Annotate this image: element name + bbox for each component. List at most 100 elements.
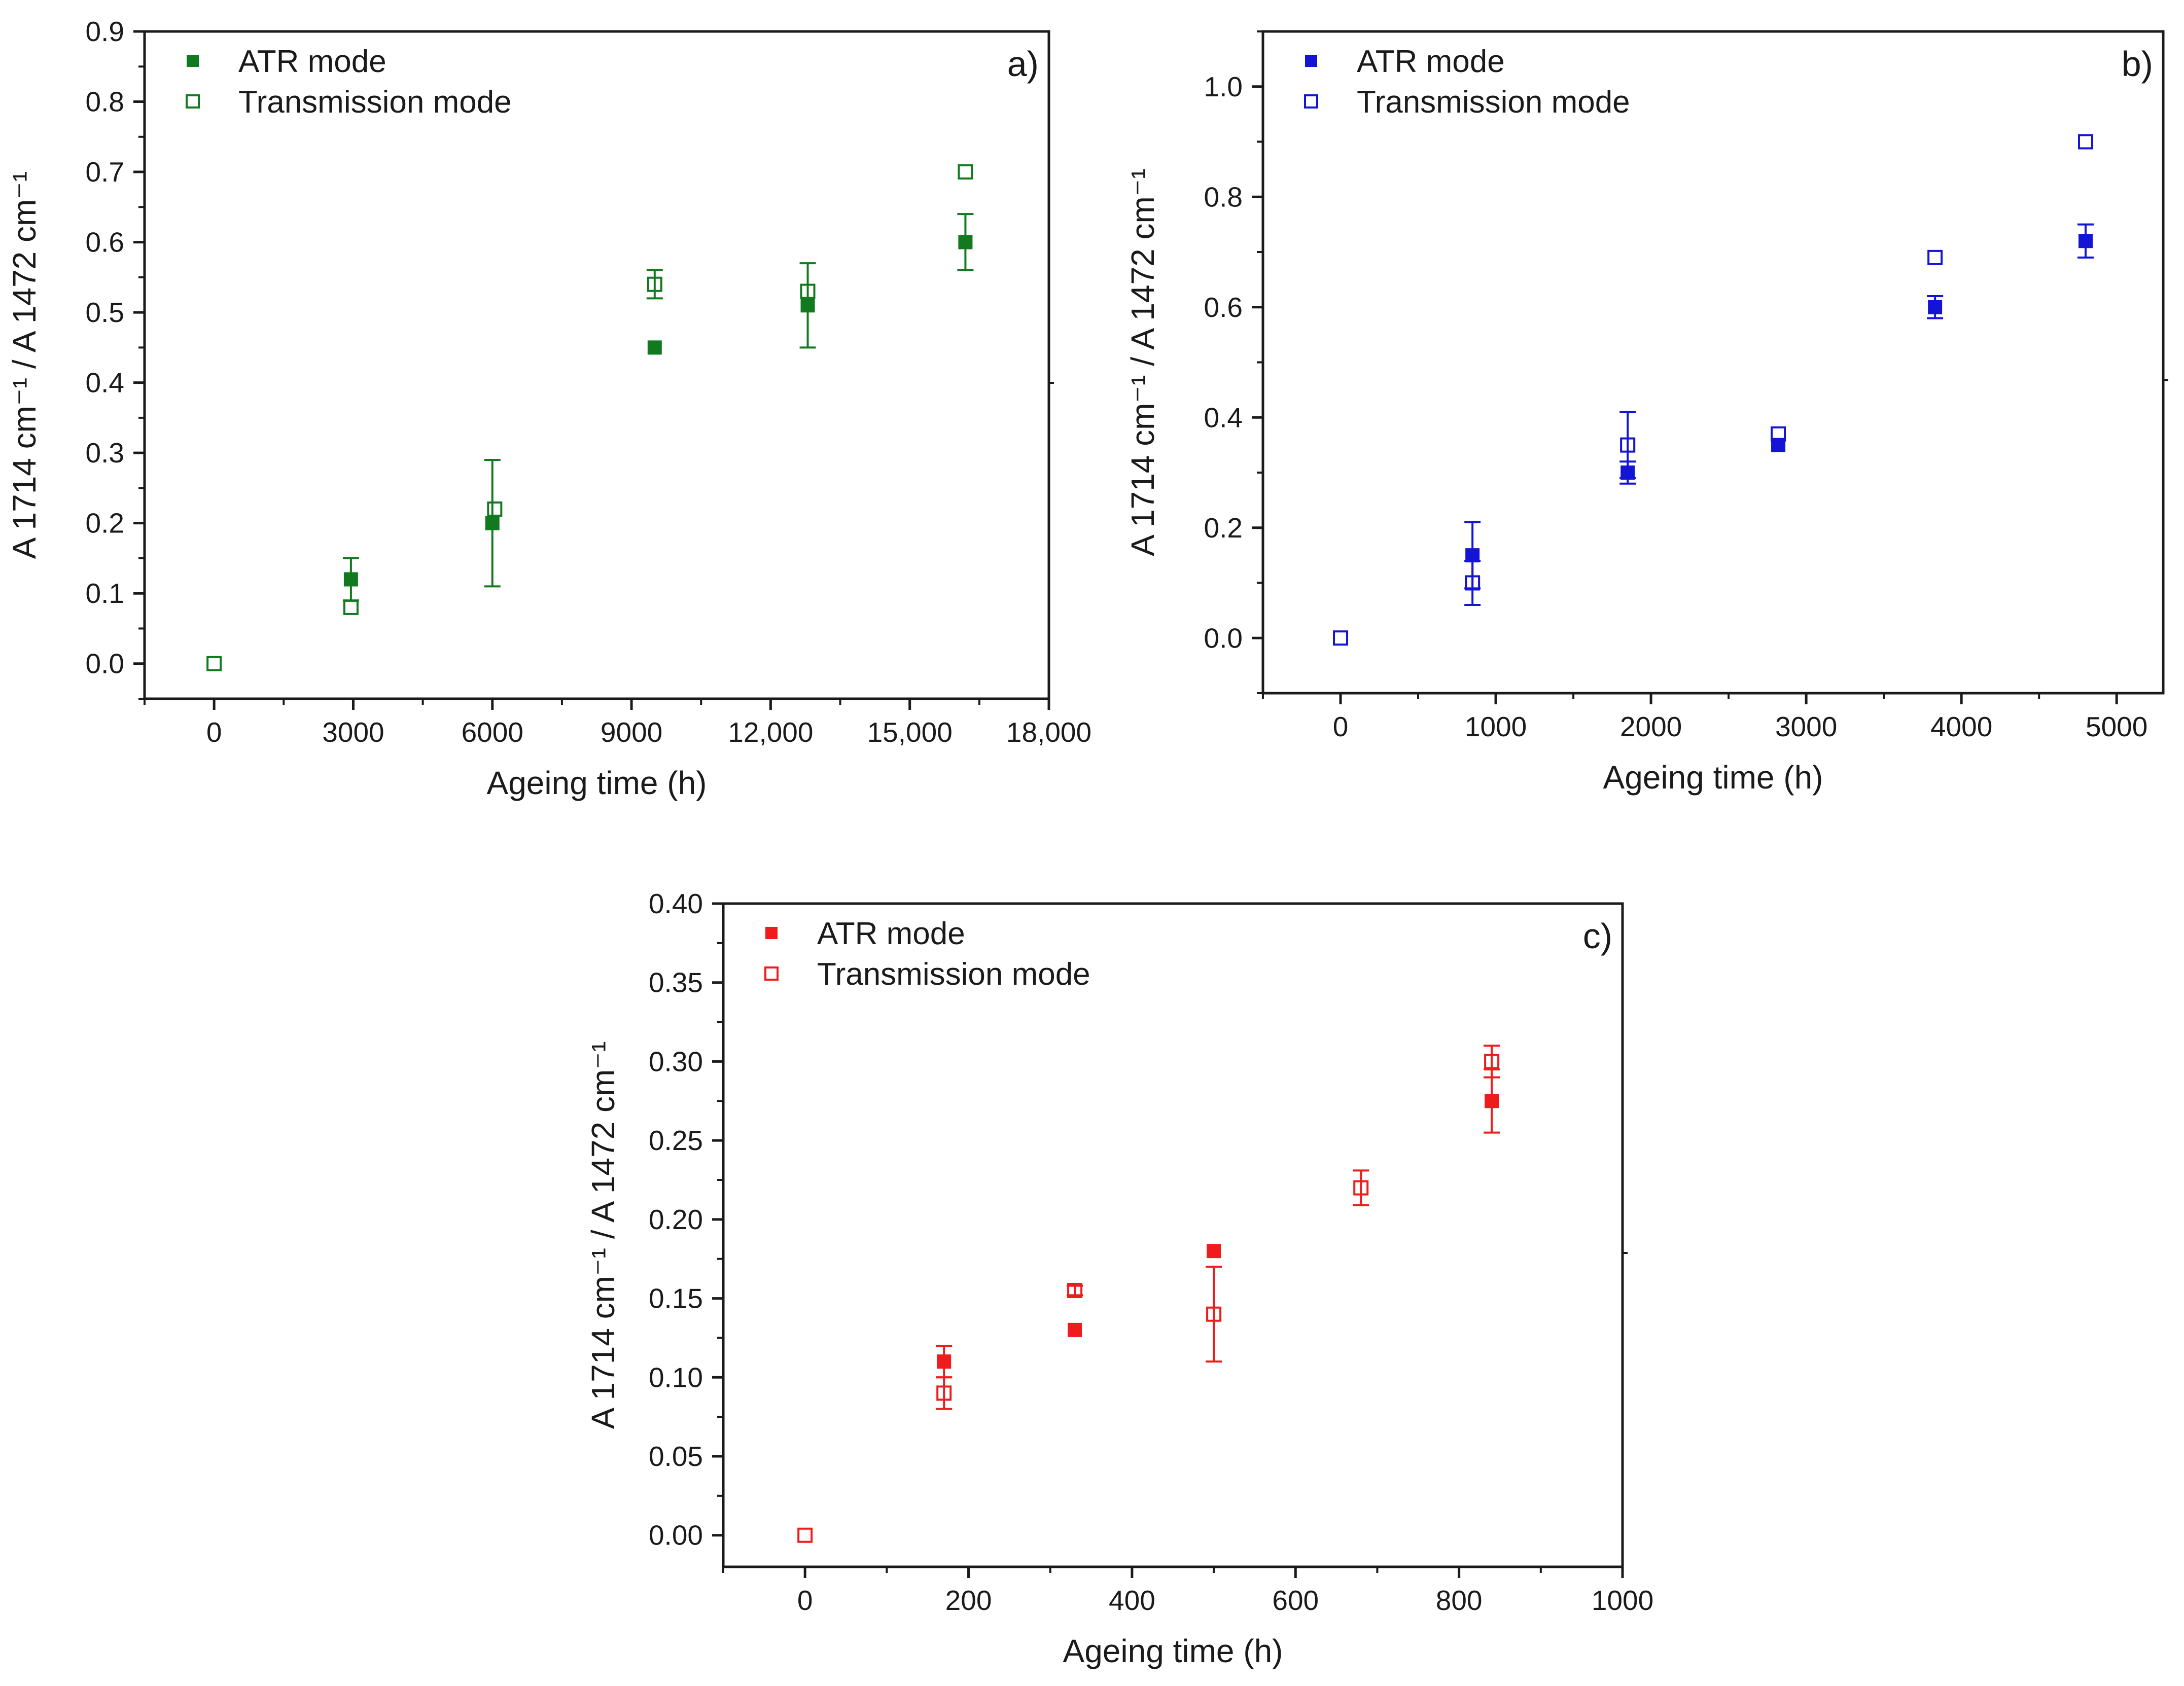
legend-marker-open-square: [764, 966, 779, 981]
legend-label: ATR mode: [1357, 44, 1505, 79]
data-point-transmission: [800, 283, 816, 299]
x-tick-label: 4000: [1930, 711, 1992, 742]
legend-marker-open-square: [1304, 94, 1318, 109]
x-tick-label: 1000: [1592, 1585, 1653, 1616]
data-point-atr: [937, 1354, 952, 1369]
x-tick-label: 12,000: [728, 716, 813, 748]
y-tick-label: 0.1: [86, 578, 124, 609]
x-tick-label: 0: [206, 716, 222, 748]
legend-label: Transmission mode: [1357, 85, 1630, 120]
data-point-atr: [1068, 1322, 1082, 1337]
data-point-atr: [647, 340, 662, 355]
data-point-transmission: [958, 164, 973, 180]
y-tick-label: 0.4: [86, 367, 124, 399]
x-tick-label: 2000: [1620, 711, 1682, 742]
data-point-atr: [343, 572, 358, 587]
data-point-atr: [1485, 1094, 1499, 1108]
data-point-transmission: [2077, 134, 2093, 150]
x-tick-label: 9000: [601, 716, 662, 748]
chart-panel-1: 0 1000 2000 3000 4000 5000 0.0 0.2 0.4 0.6 0.8 1.0 A…: [1124, 30, 2168, 796]
data-point-transmission: [206, 656, 222, 671]
data-point-atr: [958, 235, 973, 249]
x-tick-label: 400: [1109, 1585, 1155, 1616]
legend-label: ATR mode: [817, 916, 965, 951]
y-tick-label: 0.6: [86, 227, 124, 258]
legend-marker-filled-square: [1305, 55, 1317, 67]
x-tick-label: 6000: [462, 716, 523, 748]
x-tick-label: 800: [1436, 1585, 1483, 1616]
x-tick-label: 600: [1272, 1585, 1319, 1616]
data-point-transmission: [1206, 1306, 1222, 1322]
legend-label: Transmission mode: [817, 957, 1090, 992]
y-tick-label: 0.0: [86, 648, 124, 679]
data-point-transmission: [647, 276, 662, 292]
x-tick-label: 3000: [1775, 711, 1837, 742]
y-tick-label: 0.15: [649, 1283, 703, 1314]
panel-label: c): [1583, 916, 1612, 956]
x-axis-title: Ageing time (h): [487, 765, 707, 801]
data-point-transmission: [797, 1527, 813, 1543]
y-tick-label: 0.35: [649, 967, 703, 998]
y-tick-label: 0.2: [1204, 512, 1243, 544]
data-point-transmission: [343, 599, 359, 615]
x-tick-label: 200: [945, 1585, 992, 1616]
y-tick-label: 1.0: [1204, 71, 1243, 102]
legend-marker-filled-square: [765, 927, 778, 939]
y-tick-label: 0.0: [1204, 622, 1243, 654]
y-tick-label: 0.05: [649, 1441, 703, 1472]
x-axis-title: Ageing time (h): [1063, 1633, 1283, 1669]
panel-label: b): [2122, 44, 2153, 84]
y-axis-title: A 1714 cm⁻¹ / A 1472 cm⁻¹: [6, 171, 43, 559]
legend-label: ATR mode: [238, 44, 386, 79]
data-point-transmission: [1484, 1054, 1500, 1069]
data-point-transmission: [1067, 1283, 1083, 1298]
y-tick-label: 0.10: [649, 1361, 703, 1393]
data-point-transmission: [1927, 249, 1943, 265]
data-point-atr: [2078, 234, 2093, 248]
x-tick-label: 3000: [322, 716, 384, 748]
x-tick-label: 0: [797, 1585, 813, 1616]
panel-label: a): [1007, 44, 1039, 84]
x-tick-label: 5000: [2086, 711, 2147, 742]
data-point-transmission: [1333, 630, 1349, 646]
y-tick-label: 0.8: [1204, 181, 1243, 212]
data-point-atr: [1465, 548, 1480, 563]
y-tick-label: 0.2: [86, 508, 124, 539]
legend-marker-open-square: [186, 94, 200, 109]
chart-panel-0: 0 3000 6000 9000 12,000 15,000 18,000 0.0 0.1 0.2…: [6, 16, 1091, 801]
data-point-transmission: [1465, 575, 1481, 591]
y-tick-label: 0.25: [649, 1125, 703, 1156]
data-point-atr: [485, 516, 500, 530]
data-point-atr: [800, 298, 815, 313]
y-tick-label: 0.8: [86, 86, 124, 118]
data-point-transmission: [1620, 437, 1636, 453]
y-tick-label: 0.40: [649, 888, 703, 919]
x-axis-title: Ageing time (h): [1603, 759, 1823, 796]
plot-frame: [1261, 30, 2165, 695]
y-tick-label: 0.7: [86, 156, 124, 188]
y-tick-label: 0.00: [649, 1520, 703, 1551]
data-point-atr: [1621, 465, 1635, 480]
plot-frame: [143, 30, 1050, 700]
data-point-transmission: [487, 501, 503, 517]
data-point-atr: [1207, 1244, 1221, 1259]
data-point-transmission: [1353, 1180, 1369, 1196]
x-tick-label: 18,000: [1006, 716, 1091, 748]
x-tick-label: 0: [1333, 711, 1349, 742]
y-tick-label: 0.4: [1204, 402, 1243, 433]
data-point-atr: [1928, 300, 1943, 314]
y-tick-label: 0.30: [649, 1046, 703, 1077]
legend-label: Transmission mode: [238, 85, 512, 120]
chart-panel-2: 0 200 400 600 800 1000 0.00 0.05 0.10 0.15 0.20 0.2…: [585, 888, 1653, 1669]
plot-frame: [722, 902, 1624, 1568]
y-tick-label: 0.9: [86, 16, 124, 47]
y-tick-label: 0.6: [1204, 292, 1243, 323]
y-tick-label: 0.20: [649, 1204, 703, 1235]
x-tick-label: 1000: [1465, 711, 1527, 742]
data-point-transmission: [1771, 426, 1786, 442]
y-axis-title: A 1714 cm⁻¹ / A 1472 cm⁻¹: [585, 1042, 621, 1429]
x-tick-label: 15,000: [867, 716, 953, 748]
data-point-transmission: [936, 1385, 952, 1401]
legend-marker-filled-square: [187, 55, 199, 67]
